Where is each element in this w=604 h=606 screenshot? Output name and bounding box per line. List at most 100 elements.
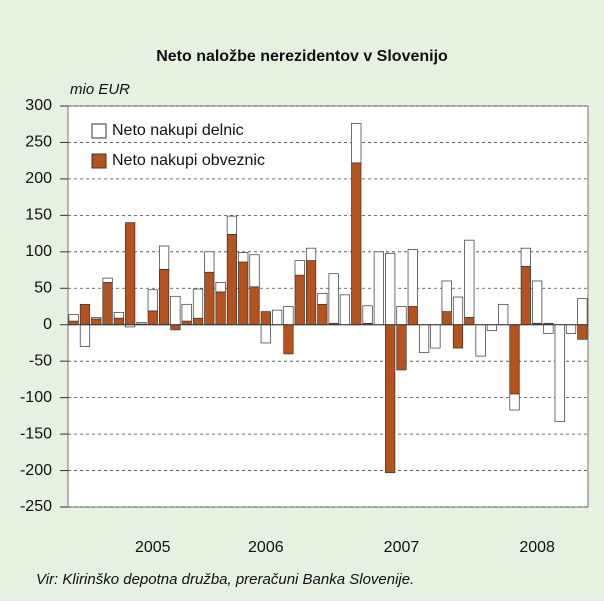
bar xyxy=(91,317,102,320)
bar xyxy=(204,251,215,273)
bar xyxy=(543,324,554,334)
bar xyxy=(147,310,158,326)
y-tick-label: -150 xyxy=(20,425,52,442)
bar xyxy=(226,215,238,235)
bar xyxy=(238,252,249,263)
bar xyxy=(294,274,305,326)
bar xyxy=(509,324,520,395)
bar xyxy=(565,324,577,334)
chart-title: Neto naložbe nerezidentov v Slovenijo xyxy=(156,48,448,65)
bar xyxy=(79,303,91,326)
y-tick-label: -200 xyxy=(20,462,52,479)
bar xyxy=(79,324,91,347)
y-tick-label: 200 xyxy=(25,170,52,187)
bar xyxy=(520,247,531,267)
bar xyxy=(260,324,271,344)
bar xyxy=(136,322,147,325)
y-tick-label: 0 xyxy=(43,316,52,333)
bar xyxy=(441,311,452,326)
bar xyxy=(181,303,192,322)
bar xyxy=(260,311,271,326)
bar xyxy=(68,320,79,326)
bar xyxy=(170,295,181,326)
y-axis-label: mio EUR xyxy=(70,81,130,98)
bar xyxy=(452,296,464,326)
bar xyxy=(577,324,588,340)
y-tick-label: -100 xyxy=(20,389,52,406)
bar xyxy=(441,280,452,312)
bar xyxy=(317,293,328,305)
bar xyxy=(520,266,531,326)
bar xyxy=(464,317,475,326)
bar xyxy=(249,286,260,326)
bar xyxy=(305,247,317,261)
bar xyxy=(283,324,294,355)
bar xyxy=(396,324,407,371)
y-tick-label: 300 xyxy=(25,97,52,114)
bar xyxy=(464,239,475,318)
bar xyxy=(475,324,486,357)
bar xyxy=(68,314,79,322)
bar xyxy=(215,291,226,326)
y-tick-label: 150 xyxy=(25,207,52,224)
x-tick-label: 2008 xyxy=(519,539,555,556)
bar xyxy=(418,324,430,353)
bar xyxy=(328,273,339,324)
bar xyxy=(294,260,305,276)
bar xyxy=(102,282,113,326)
legend-swatch xyxy=(91,153,107,169)
bar xyxy=(238,261,249,326)
bar xyxy=(181,320,192,326)
y-tick-label: -250 xyxy=(20,498,52,515)
bar xyxy=(407,306,418,326)
bar xyxy=(396,306,407,326)
bar xyxy=(452,324,464,349)
x-tick-label: 2006 xyxy=(248,539,284,556)
bar xyxy=(577,298,588,326)
bar xyxy=(305,260,317,326)
bar xyxy=(192,317,204,326)
bar xyxy=(125,222,136,326)
bar xyxy=(204,271,215,326)
bar xyxy=(554,324,565,423)
legend-swatch xyxy=(91,123,107,139)
bar xyxy=(113,311,124,319)
x-tick-label: 2007 xyxy=(384,539,420,556)
legend-label: Neto nakupi delnic xyxy=(112,122,244,139)
bar xyxy=(498,303,509,326)
bar xyxy=(113,317,124,326)
legend-label: Neto nakupi obveznic xyxy=(112,152,265,169)
bar xyxy=(385,252,396,326)
bar xyxy=(317,303,328,326)
bar xyxy=(430,324,441,349)
y-tick-label: 100 xyxy=(25,243,52,260)
bar xyxy=(407,249,418,307)
bar xyxy=(272,309,283,326)
bar xyxy=(102,277,113,283)
bar xyxy=(509,393,520,411)
y-tick-label: 50 xyxy=(34,279,52,296)
bar xyxy=(351,123,362,164)
bar xyxy=(158,245,170,270)
bar xyxy=(192,288,204,319)
y-tick-label: 250 xyxy=(25,134,52,151)
bar xyxy=(226,233,238,326)
bar xyxy=(339,294,351,326)
bar xyxy=(249,254,260,288)
bar xyxy=(351,162,362,326)
bar xyxy=(373,251,384,326)
bar xyxy=(91,318,102,326)
y-tick-label: -50 xyxy=(29,352,52,369)
bar xyxy=(532,280,543,324)
bar xyxy=(170,324,181,331)
source: Vir: Klirinško depotna družba, preračuni… xyxy=(36,571,414,588)
bar xyxy=(385,324,396,474)
bar xyxy=(147,289,158,312)
x-tick-label: 2005 xyxy=(135,539,171,556)
bar xyxy=(486,324,498,331)
bar xyxy=(215,282,226,293)
bar xyxy=(362,305,373,324)
bar xyxy=(283,306,294,326)
bar xyxy=(158,268,170,326)
